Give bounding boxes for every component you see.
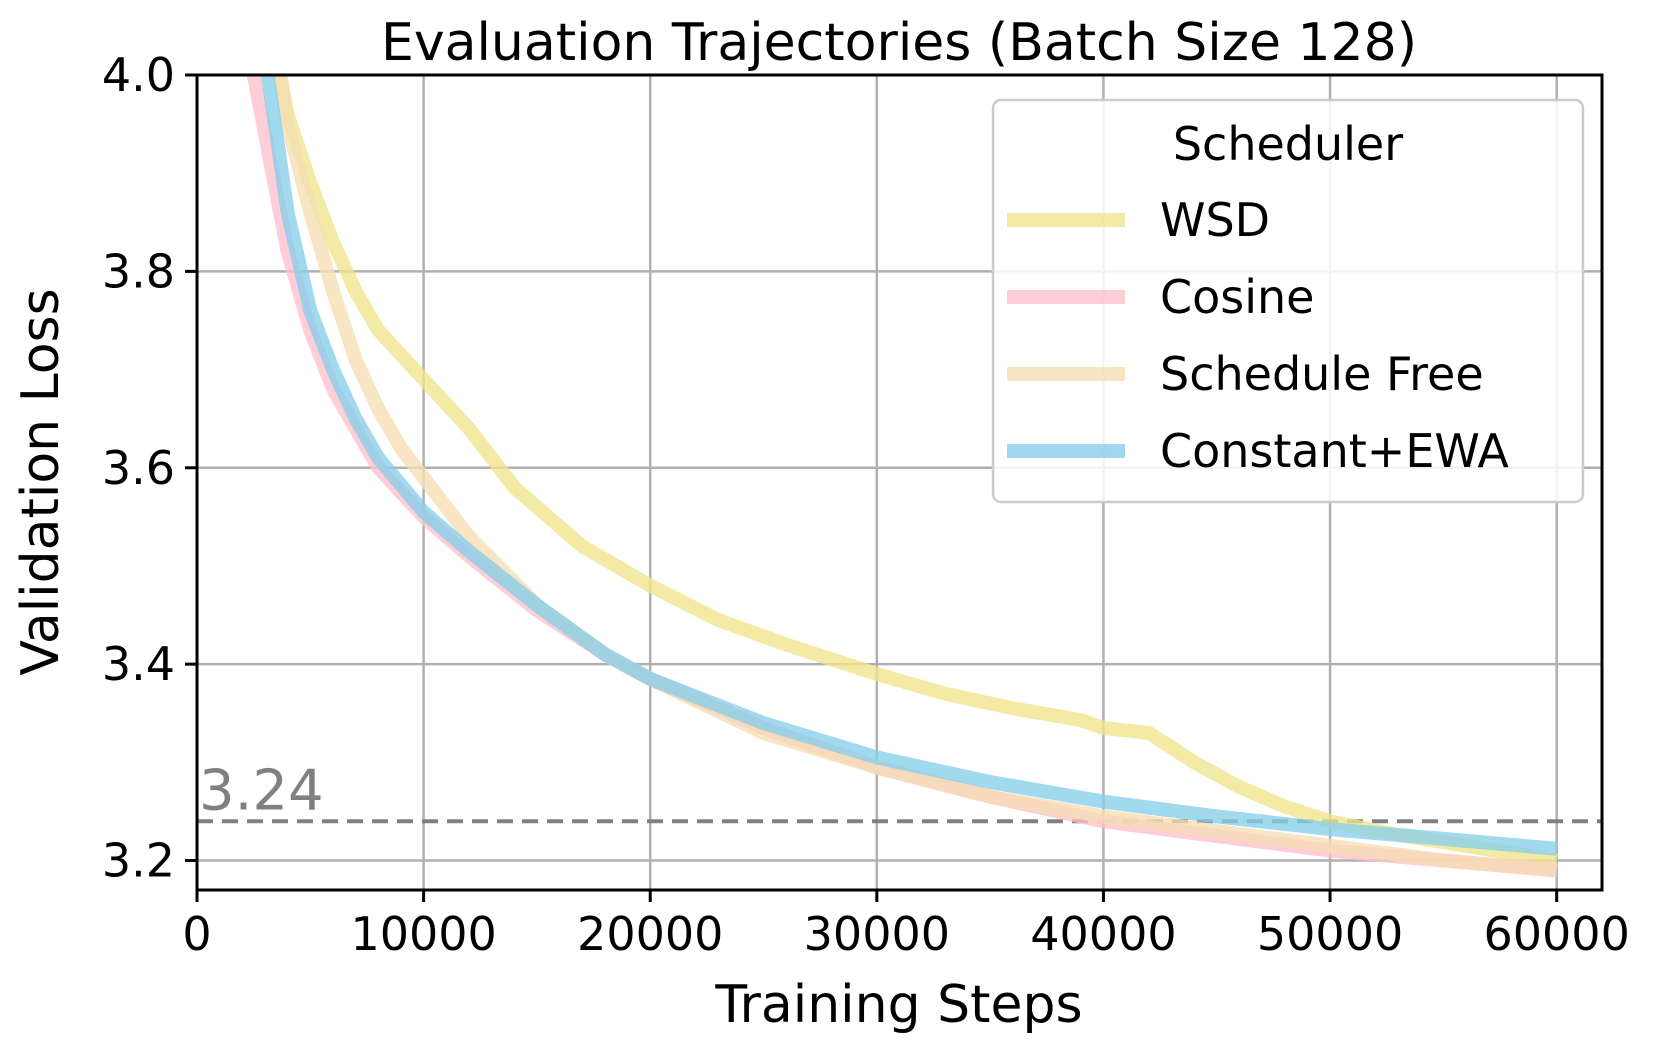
series-line-wsd bbox=[272, 75, 1558, 868]
legend: Scheduler WSD Cosine Schedule Free Constant+… bbox=[991, 98, 1585, 504]
legend-label-schedule-free: Schedule Free bbox=[1160, 347, 1484, 401]
legend-title: Scheduler bbox=[1173, 117, 1403, 171]
y-tick-label: 4.0 bbox=[102, 48, 175, 102]
y-tick-label: 3.6 bbox=[102, 441, 175, 495]
x-tick-label: 0 bbox=[182, 907, 211, 961]
chart-title: Evaluation Trajectories (Batch Size 128) bbox=[381, 13, 1417, 73]
series-line-constant-ewa bbox=[260, 75, 1558, 856]
y-axis-label: Validation Loss bbox=[11, 288, 71, 675]
x-axis-label: Training Steps bbox=[714, 975, 1082, 1035]
x-tick-label: 60000 bbox=[1484, 907, 1630, 961]
plot-area-frame bbox=[195, 73, 1604, 892]
x-tick-label: 30000 bbox=[804, 907, 950, 961]
y-tick-label: 3.2 bbox=[102, 834, 175, 888]
x-tick-label: 40000 bbox=[1030, 907, 1176, 961]
x-tick-label: 10000 bbox=[350, 907, 496, 961]
legend-label-wsd: WSD bbox=[1160, 193, 1270, 247]
legend-label-cosine: Cosine bbox=[1160, 270, 1314, 324]
x-tick-label: 20000 bbox=[577, 907, 723, 961]
reference-line-label: 3.24 bbox=[199, 758, 324, 823]
y-tick-label: 3.8 bbox=[102, 244, 175, 298]
legend-label-constant-ewa: Constant+EWA bbox=[1160, 424, 1509, 478]
x-tick-label: 50000 bbox=[1257, 907, 1403, 961]
legend-box bbox=[991, 98, 1585, 504]
y-tick-label: 3.4 bbox=[102, 637, 175, 691]
